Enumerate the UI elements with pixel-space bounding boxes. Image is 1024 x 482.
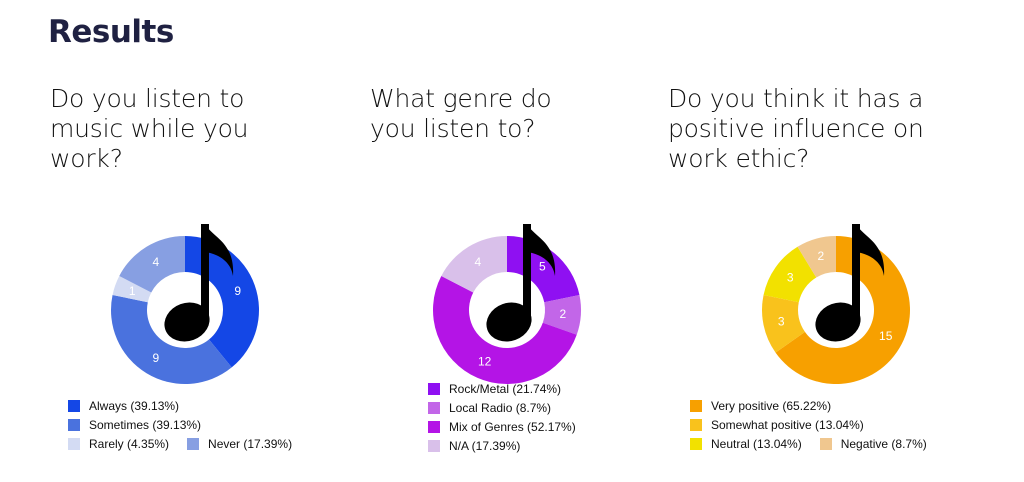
chart-panel-work-ethic: Do you think it has a positive influence… [668, 84, 968, 474]
legend-swatch [428, 382, 440, 395]
pie-slice-negative [797, 236, 836, 278]
chart-title: What genre do you listen to? [370, 84, 552, 143]
donut-svg: 9 9 1 4 [111, 224, 259, 384]
legend-label: Sometimes (39.13%) [89, 417, 202, 432]
legend-item: Sometimes (39.13%) [68, 418, 201, 432]
legend-label: Rock/Metal (21.74%) [449, 381, 562, 396]
legend-item: Somewhat positive (13.04%) [690, 418, 864, 432]
pie-slice-neutral [763, 246, 817, 303]
slice-value-label: 2 [560, 307, 567, 321]
legend-label: Local Radio (8.7%) [449, 400, 552, 415]
page-title: Results [48, 14, 174, 50]
slice-value-label: 4 [153, 255, 160, 269]
legend-swatch [690, 418, 702, 431]
legend: Rock/Metal (21.74%) Local Radio (8.7%) M… [428, 379, 594, 455]
legend-swatch [68, 418, 80, 431]
legend: Always (39.13%) Sometimes (39.13%) Rarel… [68, 396, 310, 453]
legend-swatch [690, 399, 702, 412]
legend-swatch [819, 437, 832, 450]
legend: Very positive (65.22%) Somewhat positive… [690, 396, 945, 453]
legend-item: Local Radio (8.7%) [428, 401, 551, 415]
legend-item: Never (17.39%) [187, 437, 292, 451]
legend-swatch [690, 437, 702, 450]
chart-title: Do you listen to music while you work? [50, 84, 249, 173]
pie-slice-local-radio [542, 294, 581, 335]
pie-slice-n-a [441, 236, 507, 293]
music-note-icon [815, 224, 885, 342]
slice-value-label: 3 [787, 271, 794, 285]
slice-value-label: 2 [818, 249, 825, 263]
pie-slice-very-positive [775, 236, 910, 384]
legend-label: Always (39.13%) [89, 398, 180, 413]
chart-panel-genre: What genre do you listen to? 5 2 12 4 Rock/… [370, 84, 670, 474]
slice-value-label: 15 [879, 329, 893, 343]
legend-item: Rock/Metal (21.74%) [428, 382, 561, 396]
slice-value-label: 5 [539, 260, 546, 274]
legend-item: Neutral (13.04%) [690, 437, 802, 451]
pie-slice-somewhat-positive [762, 294, 805, 353]
legend-swatch [68, 437, 80, 450]
pie-slice-never [119, 236, 185, 293]
legend-label: Somewhat positive (13.04%) [711, 417, 864, 432]
slice-value-label: 4 [475, 255, 482, 269]
legend-label: Never (17.39%) [208, 436, 293, 451]
legend-label: Mix of Genres (52.17%) [449, 419, 576, 434]
donut-svg: 5 2 12 4 [433, 224, 581, 384]
slice-value-label: 9 [153, 351, 160, 365]
legend-swatch [428, 439, 440, 452]
legend-item: Always (39.13%) [68, 399, 179, 413]
chart-title: Do you think it has a positive influence… [668, 84, 924, 173]
legend-item: Mix of Genres (52.17%) [428, 420, 576, 434]
donut-chart: 9 9 1 4 [0, 204, 300, 404]
donut-chart: 15 3 3 2 [651, 204, 951, 404]
legend-label: Very positive (65.22%) [711, 398, 832, 413]
legend-label: N/A (17.39%) [449, 438, 521, 453]
legend-label: Negative (8.7%) [840, 436, 927, 451]
legend-item: Very positive (65.22%) [690, 399, 831, 413]
legend-label: Rarely (4.35%) [89, 436, 170, 451]
legend-swatch [428, 401, 440, 414]
legend-swatch [187, 437, 200, 450]
legend-item: N/A (17.39%) [428, 439, 520, 453]
slice-value-label: 1 [129, 284, 136, 298]
legend-item: Rarely (4.35%) [68, 437, 169, 451]
music-note-icon [486, 224, 556, 342]
pie-slice-rarely [112, 275, 152, 303]
legend-swatch [428, 420, 440, 433]
donut-svg: 15 3 3 2 [762, 224, 910, 384]
legend-swatch [68, 399, 80, 412]
legend-label: Neutral (13.04%) [711, 436, 802, 451]
slice-value-label: 3 [778, 314, 785, 328]
pie-slice-mix-of-genres [433, 275, 577, 384]
chart-panel-music-listening: Do you listen to music while you work? 9… [50, 84, 350, 474]
slice-value-label: 12 [478, 354, 492, 368]
slice-value-label: 9 [234, 284, 241, 298]
pie-slice-sometimes [111, 294, 232, 384]
donut-chart: 5 2 12 4 [322, 204, 622, 404]
music-note-icon [164, 224, 234, 342]
legend-item: Negative (8.7%) [819, 436, 927, 451]
